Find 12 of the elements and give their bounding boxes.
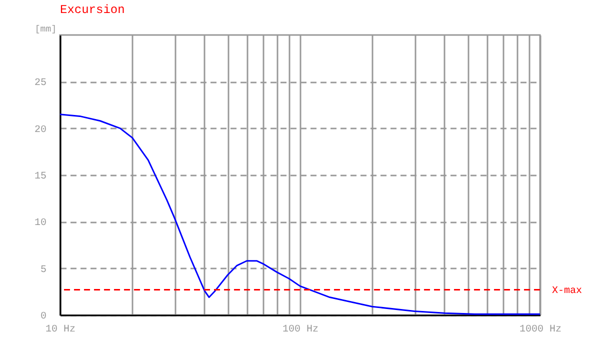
y-tick-label: 25 bbox=[34, 78, 46, 90]
y-tick-label: 15 bbox=[34, 172, 46, 182]
x-tick-label: 100 Hz bbox=[282, 324, 319, 336]
y-tick-label: 10 bbox=[34, 218, 46, 230]
y-tick-label: 20 bbox=[34, 124, 46, 136]
y-tick-label: 0 bbox=[40, 312, 46, 322]
x-tick-label: 10 Hz bbox=[45, 324, 76, 336]
y-axis-title: [mm] bbox=[34, 24, 56, 34]
ref-line-label: X-max bbox=[552, 286, 582, 297]
x-tick-label: 1000 Hz bbox=[519, 324, 562, 336]
chart-title: Excursion bbox=[60, 3, 125, 17]
y-tick-label: 5 bbox=[40, 264, 46, 276]
